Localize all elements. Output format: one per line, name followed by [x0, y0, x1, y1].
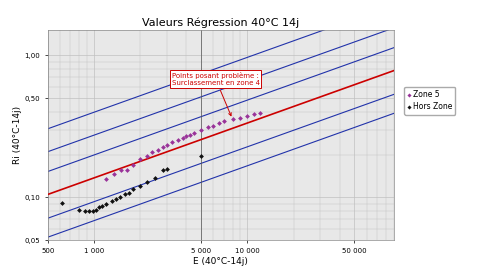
- Zone 5: [174, 137, 181, 142]
- Zone 5: [191, 131, 198, 135]
- Zone 5: [130, 163, 137, 167]
- Hors Zone: [98, 204, 106, 208]
- Title: Valeurs Régression 40°C 14j: Valeurs Régression 40°C 14j: [142, 18, 300, 28]
- Hors Zone: [96, 205, 103, 209]
- Zone 5: [110, 172, 118, 177]
- Zone 5: [228, 117, 236, 121]
- Hors Zone: [112, 197, 120, 201]
- Zone 5: [168, 140, 175, 144]
- Zone 5: [197, 128, 205, 132]
- Hors Zone: [102, 202, 110, 206]
- Zone 5: [250, 112, 258, 116]
- Zone 5: [159, 145, 167, 150]
- Zone 5: [143, 154, 150, 158]
- Hors Zone: [101, 256, 109, 261]
- Zone 5: [117, 168, 125, 172]
- Hors Zone: [69, 243, 76, 248]
- Zone 5: [163, 142, 171, 147]
- Zone 5: [220, 119, 228, 123]
- Hors Zone: [108, 198, 115, 203]
- Hors Zone: [163, 167, 171, 171]
- Hors Zone: [92, 207, 100, 212]
- Zone 5: [179, 136, 187, 141]
- Zone 5: [243, 114, 251, 118]
- Hors Zone: [81, 209, 89, 213]
- Hors Zone: [77, 255, 85, 259]
- Zone 5: [148, 149, 156, 154]
- Zone 5: [182, 134, 190, 138]
- Zone 5: [124, 168, 132, 172]
- Zone 5: [154, 148, 162, 152]
- Hors Zone: [143, 180, 150, 184]
- Hors Zone: [136, 184, 144, 188]
- Hors Zone: [59, 200, 66, 205]
- Hors Zone: [75, 207, 83, 212]
- Zone 5: [102, 177, 110, 181]
- Text: Points posant problème :
Surclassement en zone 4: Points posant problème : Surclassement e…: [171, 72, 260, 116]
- Zone 5: [136, 157, 144, 162]
- Hors Zone: [159, 168, 167, 172]
- Zone 5: [186, 133, 193, 137]
- Hors Zone: [151, 175, 159, 180]
- Zone 5: [237, 115, 244, 120]
- Zone 5: [215, 121, 223, 125]
- Zone 5: [256, 110, 264, 115]
- Hors Zone: [112, 266, 120, 270]
- Hors Zone: [89, 209, 96, 213]
- Hors Zone: [85, 209, 93, 213]
- Y-axis label: Ri (40°C-14j): Ri (40°C-14j): [13, 106, 22, 164]
- Hors Zone: [130, 187, 137, 191]
- Hors Zone: [197, 154, 205, 158]
- Hors Zone: [116, 195, 124, 200]
- Hors Zone: [121, 192, 129, 197]
- Zone 5: [210, 123, 217, 128]
- Legend: Zone 5, Hors Zone: Zone 5, Hors Zone: [404, 87, 455, 115]
- Hors Zone: [125, 190, 132, 195]
- Zone 5: [204, 124, 211, 129]
- X-axis label: E (40°C-14j): E (40°C-14j): [193, 256, 248, 266]
